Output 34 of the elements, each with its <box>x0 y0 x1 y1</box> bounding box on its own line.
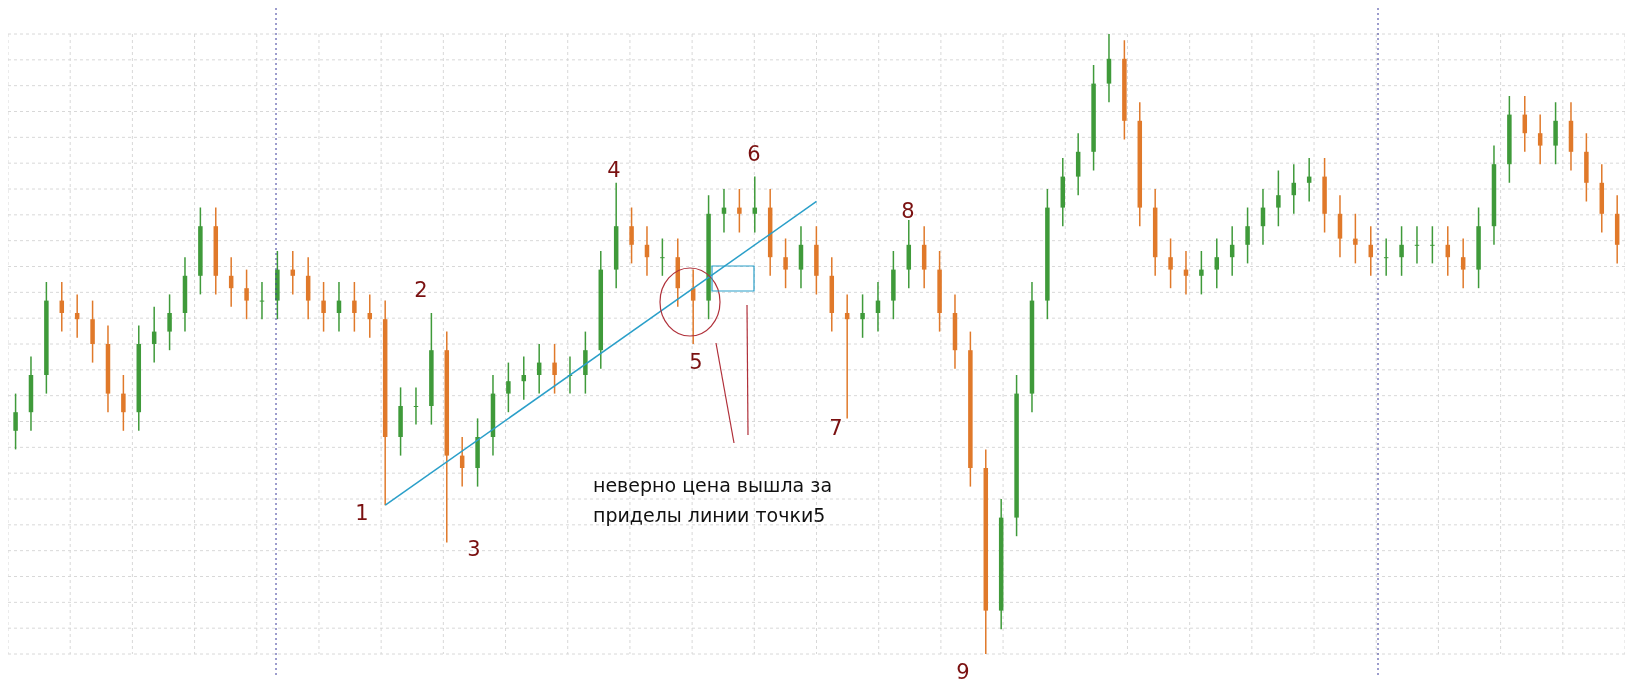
candlestick <box>1168 237 1173 289</box>
candlestick <box>783 237 788 289</box>
candlestick <box>1430 225 1435 265</box>
candlestick <box>13 392 18 451</box>
candlestick <box>121 374 126 432</box>
candlestick <box>244 268 249 320</box>
candlestick <box>1245 206 1250 265</box>
candlestick <box>860 293 865 339</box>
candlestick <box>167 293 172 351</box>
text: 9 <box>956 660 970 684</box>
candlestick <box>1399 225 1404 277</box>
candlestick <box>506 361 511 413</box>
candlestick <box>1537 113 1543 165</box>
candlestick <box>1276 169 1281 227</box>
annotation: неверно цена вышла за приделы линии точки5 <box>593 473 834 528</box>
candlestick <box>660 237 665 277</box>
candlestick <box>352 281 357 333</box>
candlestick <box>1214 237 1220 289</box>
candlestick <box>629 206 634 265</box>
candlestick <box>321 281 326 333</box>
annotation: 4 <box>607 158 621 182</box>
annotation: 1 <box>355 501 369 525</box>
candlestick <box>737 188 742 234</box>
annotation: 6 <box>747 142 761 166</box>
annotation: 8 <box>901 199 915 223</box>
candlestick <box>1353 213 1358 265</box>
candlestick <box>1383 237 1389 277</box>
annotation: 2 <box>414 278 428 302</box>
candlestick <box>552 343 557 395</box>
candlestick <box>1199 250 1204 296</box>
annotation: 5 <box>689 350 703 374</box>
candlestick <box>1460 237 1466 289</box>
annotation: 7 <box>829 416 843 440</box>
annotation: 3 <box>467 537 481 561</box>
